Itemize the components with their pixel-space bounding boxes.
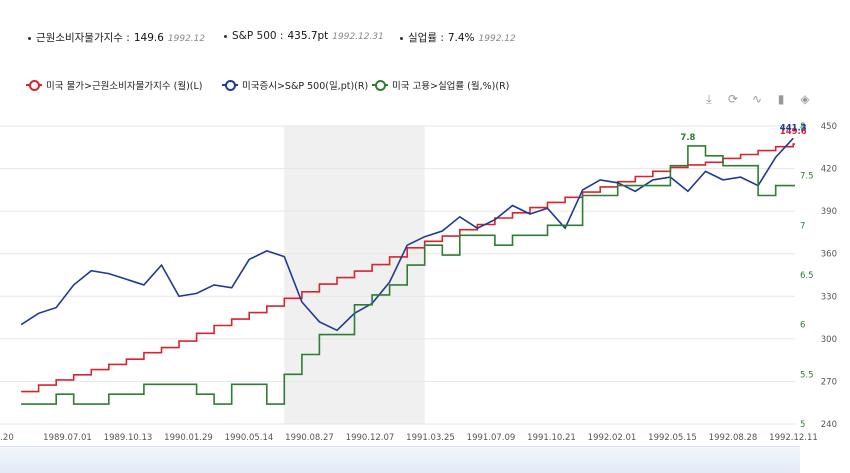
sp500-axis-tick: 390: [821, 207, 837, 217]
legend-marker-icon: [372, 80, 388, 91]
x-tick-label: 1992.02.01: [588, 433, 637, 443]
sp500-axis-tick: 360: [821, 250, 837, 260]
summary-date: 1992.12.31: [332, 32, 384, 42]
unemployment-axis-tick: 7.5: [800, 172, 814, 182]
legend-label: 미국 물가>근원소비자물가지수 (월)(L): [46, 81, 203, 92]
x-tick-label: 1990.01.29: [164, 433, 213, 443]
legend-marker-icon: [222, 80, 238, 91]
x-tick-label: 1991.10.21: [527, 433, 576, 443]
x-tick-label: .20: [0, 433, 14, 443]
bullet-icon: [224, 34, 227, 38]
data-label-cpi: 149.6: [780, 127, 807, 137]
chart-area: .20 1989.07.01 1989.10.13 1990.01.29 1990.05…: [0, 122, 837, 443]
summary-item-sp500: S&P 500 :435.7pt 1992.12.31: [224, 30, 384, 42]
time-range-scrollbar[interactable]: [0, 446, 800, 473]
x-tick-label: 1989.10.13: [104, 433, 153, 443]
unemployment-axis-tick: 5: [800, 420, 805, 430]
summary-label: 실업률 :: [408, 32, 444, 44]
x-tick-label: 1992.12.11: [769, 433, 818, 443]
summary-label: 근원소비자물가지수 :: [36, 32, 130, 44]
x-tick-label: 1989.07.01: [43, 433, 92, 443]
sp500-axis-tick: 300: [821, 335, 837, 345]
unemployment-axis-tick: 8: [800, 122, 805, 132]
unemployment-axis-tick: 6: [800, 321, 805, 331]
unemployment-axis-tick: 5.5: [800, 370, 814, 380]
unemployment-axis-tick: 7: [800, 221, 805, 231]
sp500-axis-tick: 270: [821, 377, 837, 387]
layers-icon[interactable]: ◈: [800, 92, 810, 106]
summary-value: 7.4%: [447, 32, 475, 44]
data-label-sp500: 441.3: [780, 123, 807, 133]
x-tick-label: 1992.08.28: [709, 433, 758, 443]
data-label-unemployment: 7.8: [680, 133, 695, 143]
legend-label: 미국 고용>실업률 (월,%)(R): [392, 81, 510, 92]
legend-item-sp500[interactable]: 미국증시>S&P 500(일,pt)(R): [222, 78, 368, 92]
bullet-icon: [28, 36, 31, 40]
refresh-icon[interactable]: ⟳: [727, 92, 739, 106]
series-line-sp500: [20, 137, 794, 332]
x-tick-label: 1990.05.14: [225, 433, 274, 443]
line-chart-icon[interactable]: ∿: [751, 92, 763, 106]
summary-label: S&P 500 :: [232, 30, 284, 42]
series-line-unemployment: [21, 145, 795, 405]
legend-item-unemployment[interactable]: 미국 고용>실업률 (월,%)(R): [372, 78, 509, 92]
x-tick-label: 1991.03.25: [406, 433, 455, 443]
summary-item-unemployment: 실업률 :7.4% 1992.12: [400, 30, 516, 45]
unemployment-axis-tick: 6.5: [800, 271, 814, 281]
bullet-icon: [400, 36, 403, 40]
x-tick-label: 1990.08.27: [285, 433, 334, 443]
download-icon[interactable]: ⤓: [706, 92, 712, 106]
legend-label: 미국증시>S&P 500(일,pt)(R): [242, 81, 369, 92]
summary-item-cpi: 근원소비자물가지수 :149.6 1992.12: [28, 30, 205, 45]
sp500-axis-tick: 240: [821, 420, 837, 430]
summary-date: 1992.12: [478, 34, 516, 44]
legend-item-cpi[interactable]: 미국 물가>근원소비자물가지수 (월)(L): [26, 78, 202, 92]
chart-toolbar: ⤓ ⟳ ∿ ▮ ◈: [702, 92, 812, 106]
series-line-cpi: [21, 143, 795, 393]
sp500-axis-tick: 420: [821, 165, 837, 175]
sp500-axis-tick: 450: [821, 122, 837, 132]
summary-value: 435.7pt: [287, 30, 329, 42]
summary-date: 1992.12: [167, 34, 206, 44]
bar-chart-icon[interactable]: ▮: [777, 92, 785, 106]
x-tick-label: 1991.07.09: [467, 433, 516, 443]
sp500-axis-tick: 330: [821, 292, 837, 302]
legend-marker-icon: [26, 80, 42, 91]
x-tick-label: 1990.12.07: [346, 433, 395, 443]
x-tick-label: 1992.05.15: [648, 433, 697, 443]
summary-value: 149.6: [133, 32, 164, 44]
